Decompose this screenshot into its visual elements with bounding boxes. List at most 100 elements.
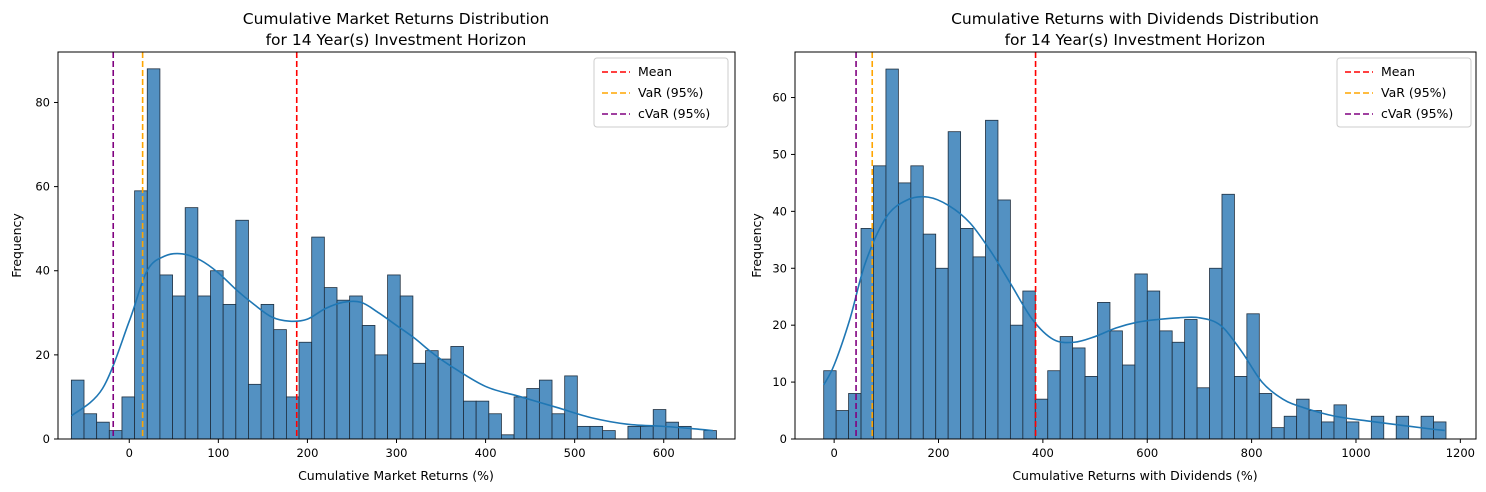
x-tick-label: 400: [1032, 446, 1054, 460]
histogram-bar: [935, 267, 949, 440]
plot-frame: [794, 51, 1477, 440]
histogram-bar: [997, 199, 1011, 440]
histogram-bar: [910, 165, 924, 440]
histogram-bar: [589, 425, 604, 440]
histogram-bar: [1209, 267, 1223, 440]
histogram-bar: [564, 375, 578, 440]
x-tick-label: 500: [564, 446, 586, 460]
histogram-bar: [235, 219, 249, 440]
legend: Mean VaR (95%) cVaR (95%): [593, 57, 729, 128]
chart-title-line2: for 14 Year(s) Investment Horizon: [1005, 31, 1266, 49]
histogram-bar: [1122, 364, 1136, 440]
x-tick-label: 1000: [1341, 446, 1370, 460]
histogram-bar: [1221, 193, 1235, 440]
histogram-bar: [1258, 393, 1273, 440]
histogram-bar: [374, 354, 388, 440]
histogram-bar: [1196, 387, 1210, 440]
histogram-bar: [1308, 410, 1322, 440]
histogram-bar: [972, 256, 986, 440]
histogram-bar: [922, 233, 937, 440]
chart-title-line2: for 14 Year(s) Investment Horizon: [266, 31, 527, 49]
histogram-bar: [437, 358, 452, 440]
histogram-bar: [501, 434, 515, 440]
histogram-bar: [538, 379, 553, 440]
histogram-bar: [387, 274, 401, 440]
histogram-bar: [873, 165, 887, 440]
histogram-bar: [848, 393, 862, 440]
chart-title-line1: Cumulative Market Returns Distribution: [243, 10, 549, 28]
histogram-bar: [273, 329, 287, 440]
histogram-bar: [399, 295, 414, 440]
histogram-bar: [1097, 302, 1111, 440]
histogram-bars: [823, 68, 1447, 440]
histogram-bar: [960, 228, 974, 440]
histogram-bar: [1395, 415, 1410, 440]
histogram-bar: [349, 295, 363, 440]
histogram-bar: [640, 425, 654, 440]
histogram-bar: [463, 400, 477, 440]
histogram-bar: [450, 346, 464, 440]
legend-label: VaR (95%): [638, 85, 703, 100]
y-tick-label: 20: [772, 318, 787, 332]
histogram-bar: [1022, 290, 1036, 440]
histogram-bar: [985, 119, 999, 440]
histogram-bar: [83, 413, 98, 440]
histogram-bar: [361, 325, 376, 440]
histogram-bar: [1146, 290, 1161, 440]
histogram-bar: [1047, 370, 1061, 440]
histogram-bar: [835, 410, 850, 440]
histogram-bar: [1171, 341, 1186, 440]
legend-label: VaR (95%): [1381, 85, 1446, 100]
histogram-bar: [298, 341, 313, 440]
legend: Mean VaR (95%) cVaR (95%): [1336, 57, 1472, 128]
y-tick-label: 60: [35, 180, 50, 194]
histogram-bar: [336, 299, 351, 440]
y-tick-label: 80: [35, 95, 50, 109]
x-tick-label: 200: [928, 446, 950, 460]
legend-label: Mean: [638, 64, 672, 79]
histogram-bar: [1059, 336, 1074, 440]
histogram-bar: [1333, 404, 1347, 440]
x-tick-label: 1200: [1446, 446, 1475, 460]
chart-market-returns: Cumulative Market Returns Distribution f…: [9, 10, 736, 483]
y-tick-label: 20: [35, 348, 50, 362]
histogram-bar: [412, 362, 426, 440]
histogram-bar: [1084, 375, 1098, 440]
legend-box: [593, 57, 729, 128]
histogram-bar: [121, 396, 136, 440]
histogram-bar: [108, 430, 123, 440]
histogram-bar: [260, 303, 275, 440]
histogram-bar: [703, 430, 717, 440]
histogram-bar: [1370, 415, 1385, 440]
histogram-bars: [70, 68, 717, 440]
histogram-bar: [1134, 273, 1148, 440]
legend-label: Mean: [1381, 64, 1415, 79]
histogram-bar: [210, 270, 224, 440]
y-tick-label: 40: [35, 264, 50, 278]
reference-lines: [855, 52, 1037, 439]
x-tick-label: 200: [296, 446, 318, 460]
histogram-bar: [652, 409, 667, 440]
histogram-bar: [172, 295, 186, 440]
histogram-bar: [222, 303, 237, 440]
histogram-bar: [1271, 427, 1285, 440]
x-tick-label: 400: [475, 446, 497, 460]
kde-curve: [822, 195, 1445, 432]
histogram-bar: [1009, 324, 1024, 440]
histogram-bar: [1346, 421, 1360, 440]
histogram-bar: [602, 430, 616, 440]
histogram-bar: [323, 287, 338, 440]
histogram-bar: [1034, 398, 1049, 440]
histogram-bar: [1109, 330, 1123, 440]
x-axis-label: Cumulative Market Returns (%): [298, 468, 494, 483]
histogram-bar: [488, 413, 502, 440]
x-tick-label: 600: [653, 446, 675, 460]
y-axis-ticks: 0 20 40 60 80: [35, 95, 58, 446]
y-axis-label: Frequency: [9, 213, 24, 278]
histogram-bar: [311, 236, 325, 440]
histogram-bar: [1283, 415, 1298, 440]
histogram-bar: [134, 190, 148, 440]
legend-box: [1336, 57, 1472, 128]
histogram-bar: [184, 207, 199, 440]
histogram-bar: [897, 182, 912, 440]
